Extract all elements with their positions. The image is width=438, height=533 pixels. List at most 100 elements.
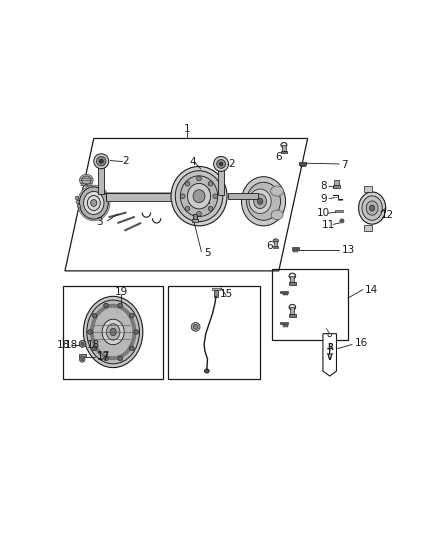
Text: 6: 6 xyxy=(266,241,272,252)
Bar xyxy=(280,322,288,324)
Circle shape xyxy=(134,329,138,334)
Circle shape xyxy=(104,303,108,308)
Bar xyxy=(289,282,296,286)
Circle shape xyxy=(78,205,81,208)
Ellipse shape xyxy=(87,300,139,364)
Circle shape xyxy=(92,313,97,318)
Text: 17: 17 xyxy=(97,352,110,362)
Ellipse shape xyxy=(282,143,286,146)
Text: 15: 15 xyxy=(219,289,233,299)
Bar xyxy=(289,313,296,317)
Ellipse shape xyxy=(258,198,263,204)
Text: 7: 7 xyxy=(342,159,348,169)
Circle shape xyxy=(118,356,123,361)
Bar xyxy=(281,151,287,153)
Ellipse shape xyxy=(205,369,209,373)
Bar xyxy=(192,219,198,222)
Circle shape xyxy=(208,206,213,211)
Bar xyxy=(290,307,294,314)
Ellipse shape xyxy=(247,182,280,220)
Text: 9: 9 xyxy=(321,193,327,204)
Ellipse shape xyxy=(79,187,108,219)
Text: 18: 18 xyxy=(64,340,78,350)
Bar xyxy=(272,269,348,341)
Ellipse shape xyxy=(180,176,218,216)
Text: 2: 2 xyxy=(123,156,129,166)
Text: R: R xyxy=(327,343,332,352)
Ellipse shape xyxy=(78,185,110,221)
Ellipse shape xyxy=(359,192,386,224)
Bar xyxy=(98,164,104,195)
Ellipse shape xyxy=(249,189,271,214)
Circle shape xyxy=(185,181,190,186)
Bar xyxy=(189,189,209,203)
Bar xyxy=(292,247,299,250)
Ellipse shape xyxy=(362,196,382,220)
Text: 2: 2 xyxy=(228,159,234,169)
Bar xyxy=(364,185,372,192)
Bar xyxy=(290,276,294,282)
Circle shape xyxy=(130,346,134,351)
Bar xyxy=(273,246,279,248)
Circle shape xyxy=(197,212,201,216)
Text: 18: 18 xyxy=(57,340,70,350)
Text: 6: 6 xyxy=(276,152,282,162)
Ellipse shape xyxy=(271,210,283,220)
Text: T: T xyxy=(327,348,332,357)
Text: V: V xyxy=(327,353,332,362)
Bar xyxy=(63,286,163,379)
Circle shape xyxy=(219,162,223,166)
Bar xyxy=(335,210,343,212)
Circle shape xyxy=(118,303,123,308)
Ellipse shape xyxy=(102,319,124,345)
Ellipse shape xyxy=(193,190,205,203)
Bar xyxy=(283,325,288,327)
Ellipse shape xyxy=(91,199,97,206)
Circle shape xyxy=(193,325,198,329)
Bar xyxy=(228,193,258,199)
Circle shape xyxy=(180,194,185,199)
Ellipse shape xyxy=(271,186,283,196)
Bar xyxy=(212,288,220,290)
Text: 19: 19 xyxy=(114,287,127,297)
Ellipse shape xyxy=(106,324,120,340)
Bar xyxy=(193,214,197,220)
Ellipse shape xyxy=(81,176,91,184)
Circle shape xyxy=(104,356,108,361)
Ellipse shape xyxy=(254,194,267,208)
Text: 5: 5 xyxy=(204,248,211,258)
Bar xyxy=(169,286,260,379)
Circle shape xyxy=(79,341,86,347)
Circle shape xyxy=(191,322,200,332)
Circle shape xyxy=(340,219,344,223)
Ellipse shape xyxy=(241,176,286,226)
Text: 1: 1 xyxy=(184,124,191,134)
Polygon shape xyxy=(323,334,336,376)
Polygon shape xyxy=(65,139,307,271)
Circle shape xyxy=(75,196,78,199)
Circle shape xyxy=(217,159,226,168)
Text: 10: 10 xyxy=(316,208,329,218)
Ellipse shape xyxy=(110,328,116,336)
Circle shape xyxy=(94,154,109,168)
Circle shape xyxy=(92,346,97,351)
Circle shape xyxy=(96,157,106,166)
Circle shape xyxy=(76,200,80,204)
Ellipse shape xyxy=(175,171,223,222)
Bar xyxy=(364,225,372,231)
Bar xyxy=(282,145,286,151)
Text: 17: 17 xyxy=(97,351,110,361)
Ellipse shape xyxy=(83,296,143,368)
Ellipse shape xyxy=(273,239,279,243)
Circle shape xyxy=(328,333,332,337)
Text: 18: 18 xyxy=(86,340,99,350)
Bar xyxy=(293,250,298,252)
Bar xyxy=(274,241,277,246)
Ellipse shape xyxy=(366,201,378,215)
Bar xyxy=(300,165,305,166)
Circle shape xyxy=(213,194,218,199)
Ellipse shape xyxy=(290,305,294,309)
Bar xyxy=(214,289,219,297)
Text: 11: 11 xyxy=(322,220,335,230)
Bar xyxy=(335,180,339,185)
